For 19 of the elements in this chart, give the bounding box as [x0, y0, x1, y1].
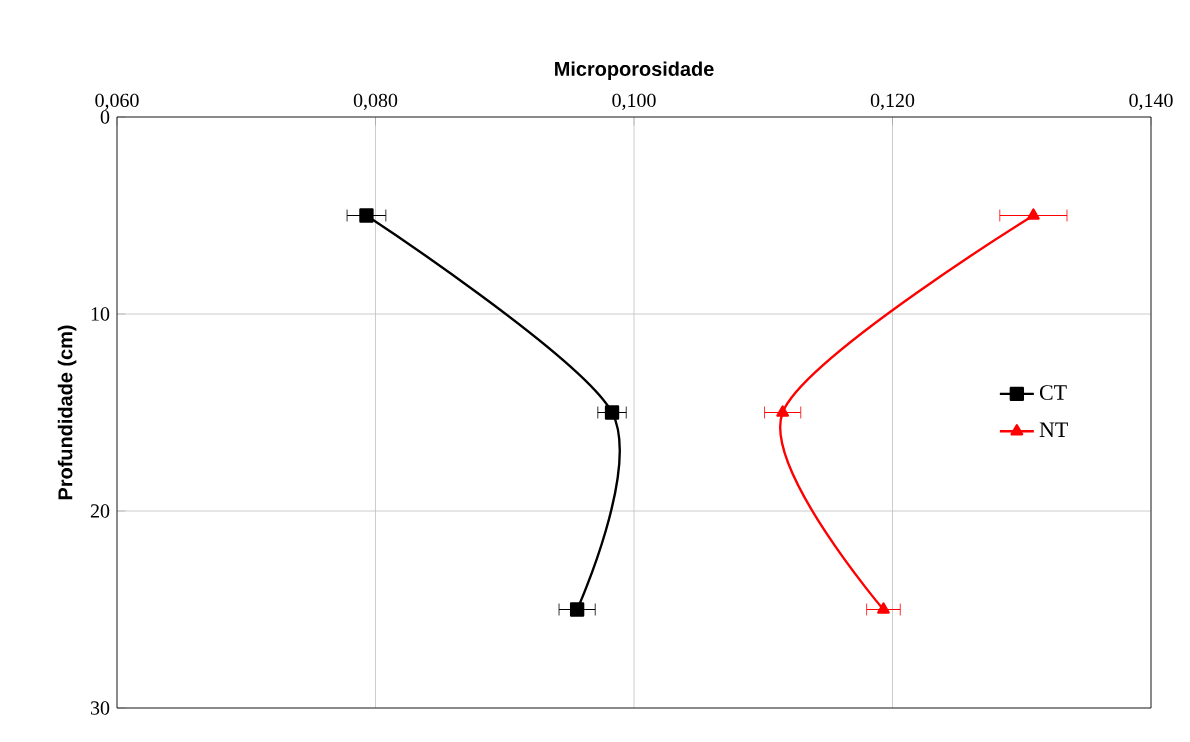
y-tick-label: 10: [91, 307, 110, 321]
legend-label: CT: [1039, 385, 1067, 400]
point: [359, 208, 374, 223]
y-tick-label: 0: [100, 110, 110, 124]
x-tick-label: 0,080: [353, 93, 398, 110]
y-axis-title: Profundidade (cm): [57, 325, 77, 500]
x-tick-label: 0,140: [1129, 93, 1173, 110]
legend-label: NT: [1039, 422, 1068, 437]
point: [877, 602, 890, 614]
x-tick-label: 0,100: [612, 93, 656, 110]
point: [569, 602, 585, 617]
y-tick-label: 20: [90, 504, 110, 518]
point: [776, 405, 790, 417]
x-tick-label: 0,060: [95, 93, 139, 110]
x-tick-label: 0,120: [870, 93, 915, 110]
y-tick-label: 30: [91, 701, 110, 715]
x-axis-title: Microporosidade: [555, 61, 714, 80]
point: [604, 405, 620, 420]
point: [1027, 208, 1040, 220]
